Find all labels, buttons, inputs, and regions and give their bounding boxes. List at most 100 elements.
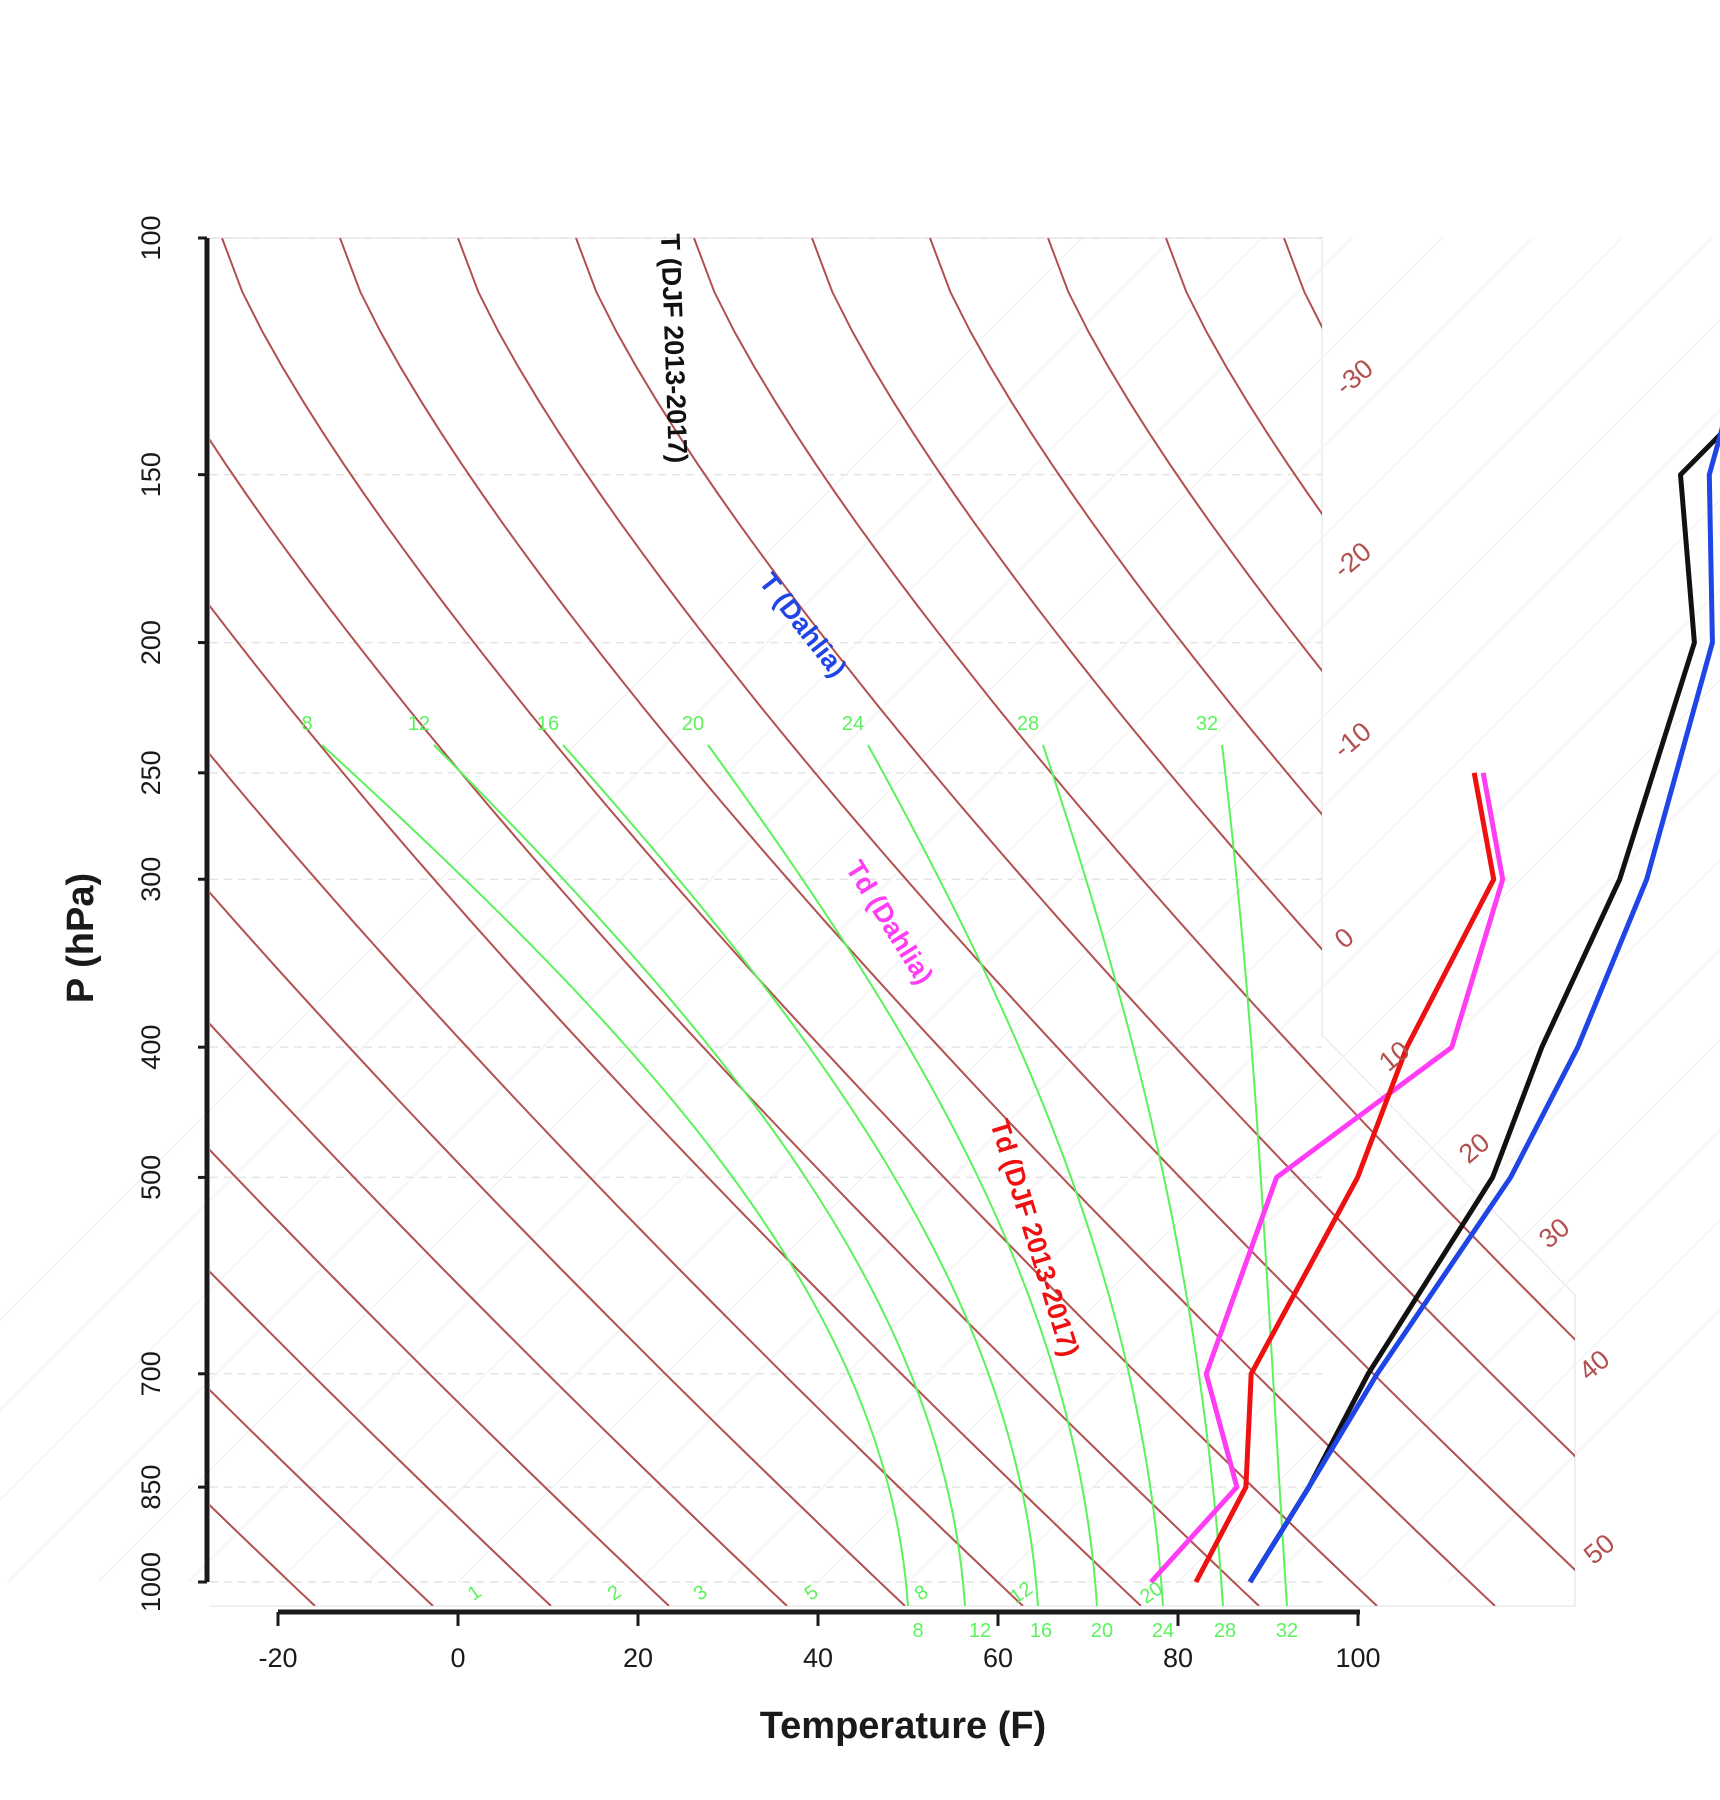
moist-adiabat-bottom-label: 24 xyxy=(1152,1620,1174,1642)
isotherm-grid-line xyxy=(1357,1219,1720,1583)
mixing-ratio-label: 8 xyxy=(911,1581,933,1605)
y-tick-label: 100 xyxy=(136,215,166,260)
isotherm-grid-line xyxy=(1177,1039,1720,1583)
y-tick-label: 200 xyxy=(136,620,166,665)
dry-adiabat-line xyxy=(221,238,1378,1606)
moist-adiabat-bottom-label: 20 xyxy=(1091,1620,1113,1642)
y-tick-label: 250 xyxy=(136,750,166,795)
moist-adiabat-bottom-label: 16 xyxy=(1030,1620,1052,1642)
y-axis-title: P (hPa) xyxy=(60,873,102,1003)
dry-adiabat-line xyxy=(210,238,670,1606)
y-tick-label: 400 xyxy=(136,1025,166,1070)
moist-adiabat-label: 24 xyxy=(842,713,864,735)
dry-adiabat-line xyxy=(811,238,1575,1606)
isotherm-grid-line xyxy=(457,319,1720,1583)
isotherm-grid-line xyxy=(367,237,1713,1583)
y-tick-label: 150 xyxy=(136,452,166,497)
isotherm-grid-line xyxy=(7,237,1353,1583)
series-label-td-djf: Td (DJF 2013-2017) xyxy=(984,1116,1085,1360)
dry-adiabat-line xyxy=(210,238,316,1606)
x-tick-label: -20 xyxy=(258,1643,297,1673)
mixing-ratio-label: 1 xyxy=(464,1581,486,1605)
x-tick-label: 80 xyxy=(1163,1643,1193,1673)
dry-adiabat-line xyxy=(210,238,1024,1606)
dry-adiabat-label: 20 xyxy=(1453,1127,1495,1169)
isotherm-grid-line xyxy=(1267,1129,1720,1583)
isotherm-grid-line xyxy=(1447,1309,1720,1583)
moist-adiabat-bottom-label: 12 xyxy=(969,1620,991,1642)
dry-adiabat-line xyxy=(339,238,1496,1606)
moist-adiabat-label: 20 xyxy=(682,713,704,735)
isotherm-grid-line xyxy=(0,237,1263,1501)
moist-adiabat-bottom-label: 8 xyxy=(912,1620,923,1642)
series-lines xyxy=(1149,426,1720,1584)
dry-adiabat-label: 50 xyxy=(1578,1528,1620,1570)
moist-adiabat-label: 16 xyxy=(537,713,559,735)
x-axis-ticks: -20 0 20 40 60 80 100 xyxy=(258,1612,1381,1673)
dry-adiabat-line xyxy=(693,238,1575,1606)
isotherm-grid-line xyxy=(817,679,1720,1583)
moist-adiabat-line xyxy=(1042,744,1224,1607)
isotherm-grid-line xyxy=(1087,949,1720,1583)
isotherm-grid-line xyxy=(0,237,1173,1411)
x-tick-label: 0 xyxy=(450,1643,465,1673)
dry-adiabat-label: 40 xyxy=(1573,1344,1615,1386)
moist-adiabat-label: 28 xyxy=(1017,713,1039,735)
x-tick-label: 40 xyxy=(803,1643,833,1673)
y-tick-label: 700 xyxy=(136,1351,166,1396)
series-line-2 xyxy=(1149,772,1506,1584)
moist-adiabat-line xyxy=(867,744,1164,1607)
moist-adiabat-label: 32 xyxy=(1196,713,1218,735)
x-tick-label: 100 xyxy=(1335,1643,1380,1673)
dry-adiabat-line xyxy=(1047,238,1575,1606)
dry-adiabat-line xyxy=(210,238,788,1606)
y-tick-label: 850 xyxy=(136,1465,166,1510)
series-label-td-dahlia: Td (Dahlia) xyxy=(840,855,939,989)
isotherm-grid-line xyxy=(187,237,1533,1583)
mixing-ratio-label: 2 xyxy=(604,1581,626,1605)
series-line-3 xyxy=(1193,772,1497,1584)
y-tick-label: 500 xyxy=(136,1155,166,1200)
dry-adiabat-line xyxy=(457,238,1575,1606)
isotherm-grid-line xyxy=(277,237,1623,1583)
isotherm-grid-line xyxy=(547,409,1720,1583)
x-tick-label: 20 xyxy=(623,1643,653,1673)
dry-adiabat-line xyxy=(575,238,1575,1606)
series-line-0 xyxy=(1247,431,1720,1584)
moist-adiabats xyxy=(321,744,1288,1607)
dry-adiabat-line xyxy=(210,238,552,1606)
series-label-t-djf: T (DJF 2013-2017) xyxy=(655,233,693,464)
dry-adiabat-line xyxy=(1519,238,1575,1606)
moist-adiabat-label: 8 xyxy=(301,713,312,735)
dry-adiabat-label: -10 xyxy=(1328,716,1377,764)
dry-adiabat-label: 30 xyxy=(1533,1212,1575,1254)
moist-adiabat-line xyxy=(562,744,1039,1607)
dry-adiabat-label: -30 xyxy=(1330,353,1379,401)
x-axis-title: Temperature (F) xyxy=(760,1705,1046,1747)
isotherm-grid-line xyxy=(907,769,1720,1583)
y-axis-ticks: 100 150 200 250 300 400 500 700 850 1000 xyxy=(136,215,207,1612)
dry-adiabat-line xyxy=(210,238,1142,1606)
series-line-1 xyxy=(1247,426,1720,1584)
grid xyxy=(0,237,1720,1607)
isotherm-grid-line xyxy=(727,589,1720,1583)
moist-adiabat-line xyxy=(1221,744,1288,1607)
x-tick-label: 60 xyxy=(983,1643,1013,1673)
moist-adiabat-line xyxy=(433,744,966,1607)
isotherm-grid-line xyxy=(97,237,1443,1583)
dry-adiabat-label: -20 xyxy=(1328,536,1377,584)
isotherm-grid-line xyxy=(997,859,1720,1583)
dry-adiabat-line xyxy=(210,238,1260,1606)
dry-adiabat-line xyxy=(210,238,906,1606)
mixing-ratio-label: 5 xyxy=(801,1581,823,1605)
moist-adiabat-bottom-label: 28 xyxy=(1214,1620,1236,1642)
moist-adiabat-label: 12 xyxy=(408,713,430,735)
dry-adiabat-line xyxy=(1638,238,1720,1606)
y-tick-label: 300 xyxy=(136,857,166,902)
moist-adiabat-line xyxy=(707,744,1098,1607)
isotherm-grid-line xyxy=(0,237,1083,1321)
dry-adiabat-line xyxy=(1283,238,1575,1606)
dry-adiabat-line xyxy=(210,238,434,1606)
